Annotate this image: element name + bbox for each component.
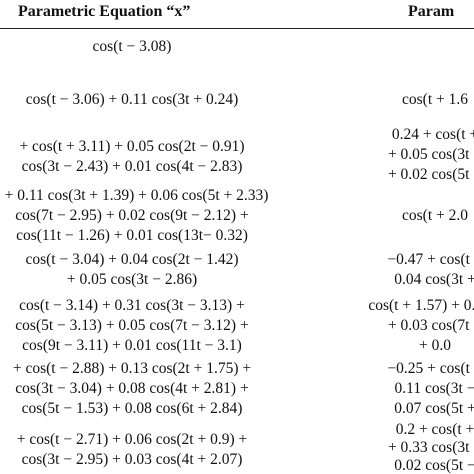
row-2-y-line-2: + 0.02 cos(5t + (387, 166, 474, 183)
row-7-y-line-2: 0.02 cos(5t − (394, 457, 474, 474)
row-2-x-line-1: cos(3t − 2.43) + 0.01 cos(4t − 2.83) (21, 158, 243, 175)
row-2-y-line-1: + 0.05 cos(3t − (387, 146, 474, 163)
row-5-y-line-0: cos(t + 1.57) + 0.32 c (368, 297, 474, 314)
row-5-x-line-1: cos(5t − 3.13) + 0.05 cos(7t − 3.12) + (15, 317, 249, 334)
row-1-x-line-0: cos(t − 3.06) + 0.11 cos(3t + 0.24) (25, 91, 239, 108)
row-4-x-line-0: cos(t − 3.04) + 0.04 cos(2t − 1.42) (25, 251, 239, 268)
row-5-y-line-1: + 0.03 cos(7t + (387, 317, 474, 334)
row-3-x-line-0: ) + 0.11 cos(3t + 1.39) + 0.06 cos(5t + … (0, 187, 269, 204)
row-6-y-line-0: −0.25 + cos(t + (387, 360, 474, 377)
row-6-y-line-1: 0.11 cos(3t − (394, 380, 474, 397)
row-2-x-line-0: + cos(t + 3.11) + 0.05 cos(2t − 0.91) (19, 138, 245, 155)
row-4-x-line-1: + 0.05 cos(3t − 2.86) (66, 271, 198, 288)
row-7-y-line-0: 0.2 + cos(t + (395, 421, 474, 438)
row-6-y-line-2: 0.07 cos(5t + (394, 400, 474, 417)
row-5-y-line-2: + 0.0 (419, 337, 451, 354)
header-x: Parametric Equation “x” (18, 3, 191, 20)
row-7-x-line-0: + cos(t − 2.71) + 0.06 cos(2t + 0.9) + (16, 431, 248, 448)
row-6-x-line-2: cos(5t − 1.53) + 0.08 cos(6t + 2.84) (21, 400, 243, 417)
row-3-x-line-2: cos(11t − 1.26) + 0.01 cos(13t− 0.32) (16, 227, 248, 244)
row-4-y-line-1: 0.04 cos(3t + (394, 271, 474, 288)
row-5-x-line-2: cos(9t − 3.11) + 0.01 cos(11t − 3.1) (22, 337, 242, 354)
row-0-x-line-0: cos(t − 3.08) (92, 38, 172, 55)
row-4-y-line-0: −0.47 + cos(t + (387, 251, 474, 268)
row-3-x-line-1: cos(7t − 2.95) + 0.02 cos(9t − 2.12) + (15, 207, 249, 224)
row-2-y-line-0: 0.24 + cos(t + (391, 126, 474, 143)
header-y: Param (408, 3, 455, 20)
row-3-y-line-0: cos(t + 2.0 (402, 207, 468, 224)
row-1-y-line-0: cos(t + 1.6 (402, 91, 468, 108)
row-7-y-line-1: + 0.33 cos(3t − (387, 439, 474, 456)
row-6-x-line-1: cos(3t − 3.04) + 0.08 cos(4t + 2.81) + (15, 380, 249, 397)
header-rule (0, 28, 474, 29)
row-5-x-line-0: cos(t − 3.14) + 0.31 cos(3t − 3.13) + (19, 297, 245, 314)
row-6-x-line-0: + cos(t − 2.88) + 0.13 cos(2t + 1.75) + (12, 360, 252, 377)
row-7-x-line-1: cos(3t − 2.95) + 0.03 cos(4t + 2.07) (21, 451, 243, 468)
